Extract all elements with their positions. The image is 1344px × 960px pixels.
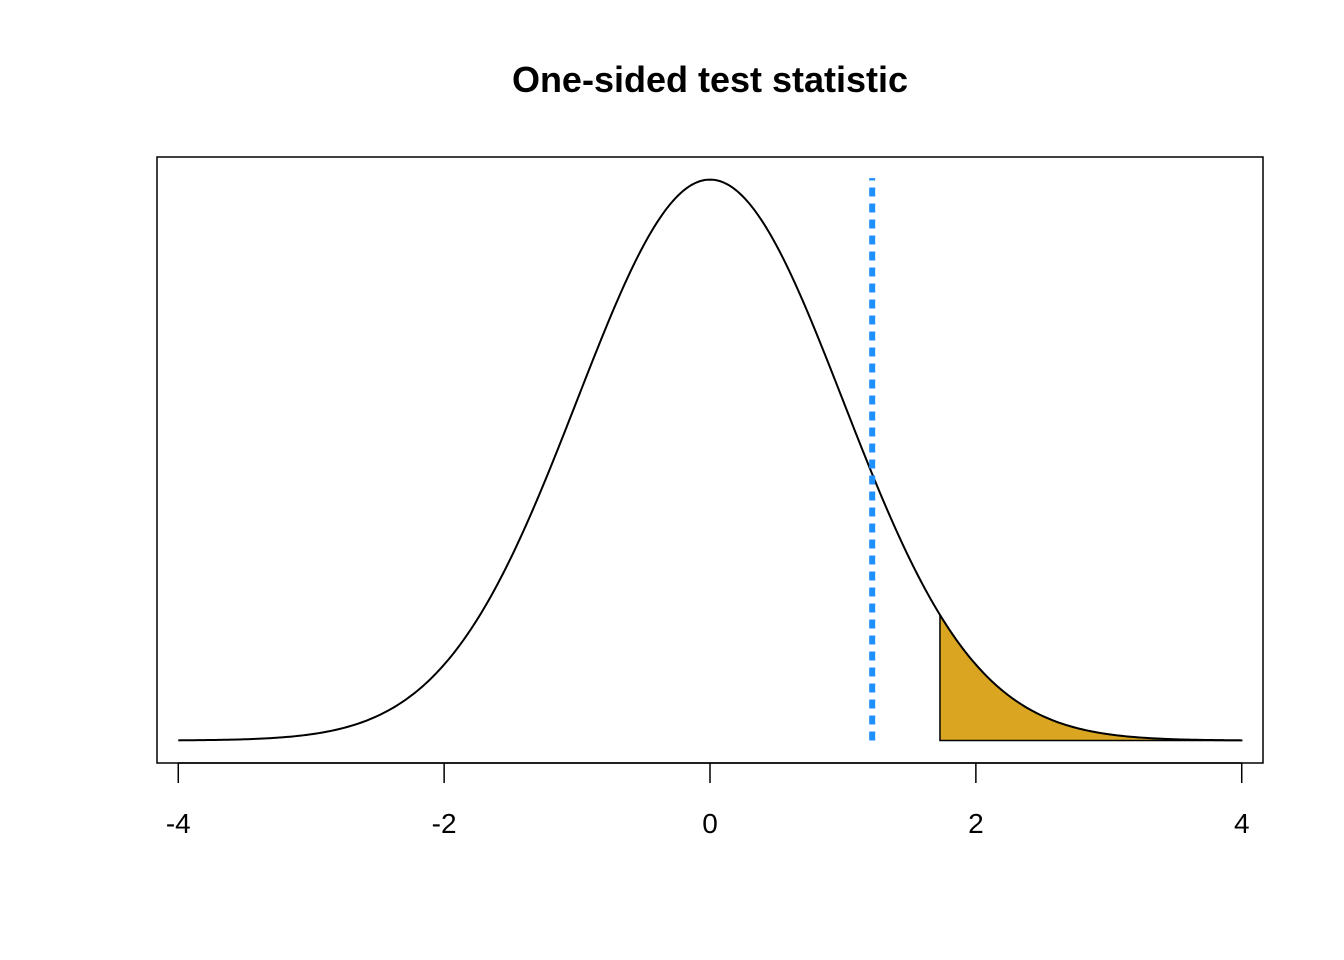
x-tick-label: 4 — [1234, 808, 1250, 839]
x-tick-label: 0 — [702, 808, 718, 839]
density-curve — [178, 178, 1242, 742]
x-tick-label: -2 — [432, 808, 457, 839]
x-axis: -4 -2 0 2 4 — [166, 762, 1250, 839]
shaded-tail-region — [939, 612, 1243, 742]
chart-marks — [178, 178, 1243, 742]
x-tick-label: 2 — [968, 808, 984, 839]
chart-title: One-sided test statistic — [512, 59, 908, 100]
plot-frame — [156, 156, 1264, 764]
x-tick-label: -4 — [166, 808, 191, 839]
